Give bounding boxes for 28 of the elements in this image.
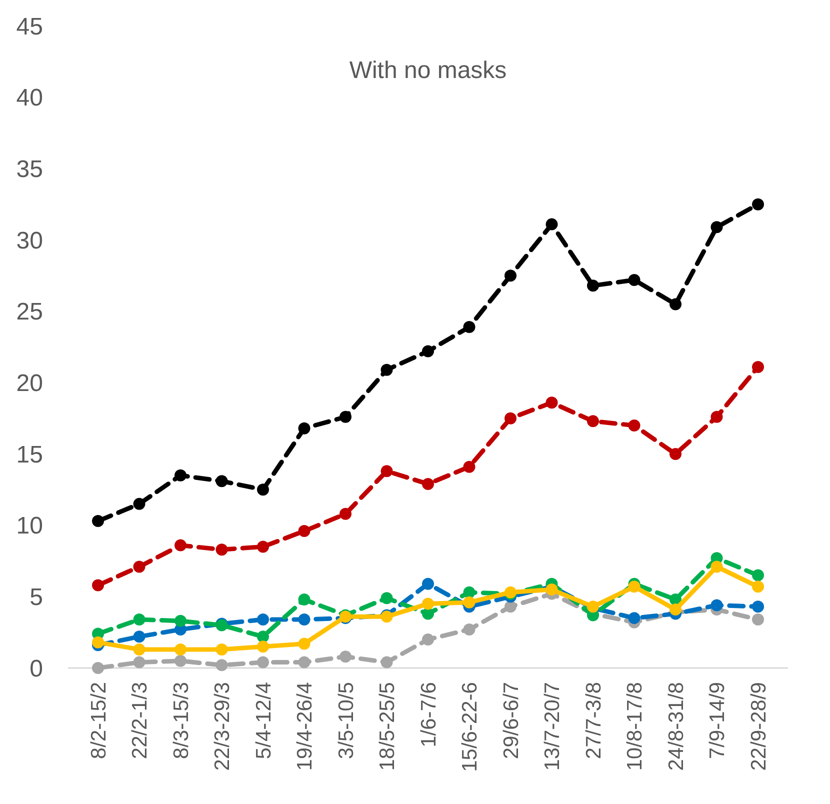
y-tick-label: 35 [16,156,43,184]
x-tick-label: 13/7-20/7 [541,682,564,771]
x-tick-label: 24/8-31/8 [664,682,688,771]
x-tick-label: 10/8-17/8 [624,682,647,771]
x-tick-label: 29/6-6/7 [500,682,523,760]
y-tick-label: 25 [16,298,43,326]
x-tick-label: 1/6-7/6 [417,682,440,748]
x-tick-label: 22/9-28/9 [747,682,770,771]
y-tick-label: 15 [16,441,43,468]
x-tick-label: 3/5-10/5 [334,682,358,760]
y-tick-label: 20 [16,370,43,398]
x-tick-label: 8/3-15/3 [170,682,193,760]
x-tick-label: 22/3-29/3 [211,682,234,771]
text: With no masks [349,57,507,84]
x-tick-label: 22/2-1/3 [128,682,152,760]
x-tick-label: 19/4-26/4 [294,682,317,771]
x-tick-label: 15/6-22-6 [458,682,482,772]
x-tick-label: 8/2-15/2 [87,682,110,760]
y-tick-label: 10 [16,512,43,540]
y-tick-label: 0 [30,655,43,682]
x-tick-label: 5/4-12/4 [252,682,276,760]
y-tick-label: 45 [16,13,43,40]
y-tick-label: 5 [30,584,43,612]
y-tick-label: 30 [16,227,43,254]
x-tick-label: 18/5-25/5 [376,682,400,771]
x-tick-label: 7/9-14/9 [706,682,730,760]
x-tick-label: 27/7-3/8 [582,682,606,760]
y-tick-label: 40 [16,84,43,112]
